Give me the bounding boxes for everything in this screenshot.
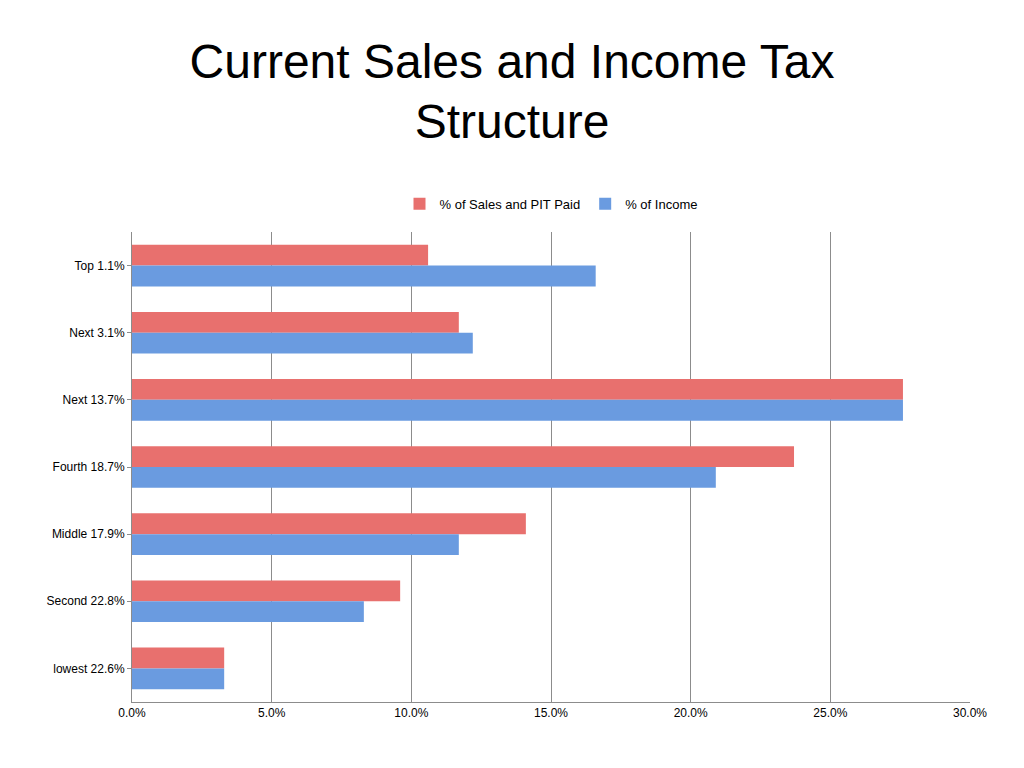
svg-text:Middle 17.9%: Middle 17.9% <box>52 527 125 541</box>
svg-text:Fourth 18.7%: Fourth 18.7% <box>53 460 125 474</box>
svg-text:5.0%: 5.0% <box>258 706 286 720</box>
svg-text:15.0%: 15.0% <box>534 706 568 720</box>
svg-text:% of Sales and PIT Paid: % of Sales and PIT Paid <box>440 197 581 212</box>
svg-text:20.0%: 20.0% <box>674 706 708 720</box>
svg-text:25.0%: 25.0% <box>813 706 847 720</box>
svg-text:0.0%: 0.0% <box>118 706 146 720</box>
svg-text:Next 3.1%: Next 3.1% <box>69 326 125 340</box>
svg-text:10.0%: 10.0% <box>394 706 428 720</box>
svg-text:Next 13.7%: Next 13.7% <box>63 393 125 407</box>
svg-text:30.0%: 30.0% <box>953 706 987 720</box>
html-text:Current Sales and Income Tax S: Current Sales and Income Tax Structure <box>189 35 835 148</box>
svg-text:% of Income: % of Income <box>625 197 697 212</box>
svg-text:Second 22.8%: Second 22.8% <box>47 594 125 608</box>
svg-text:lowest 22.6%: lowest 22.6% <box>53 662 125 676</box>
svg-text:Top 1.1%: Top 1.1% <box>75 259 125 273</box>
